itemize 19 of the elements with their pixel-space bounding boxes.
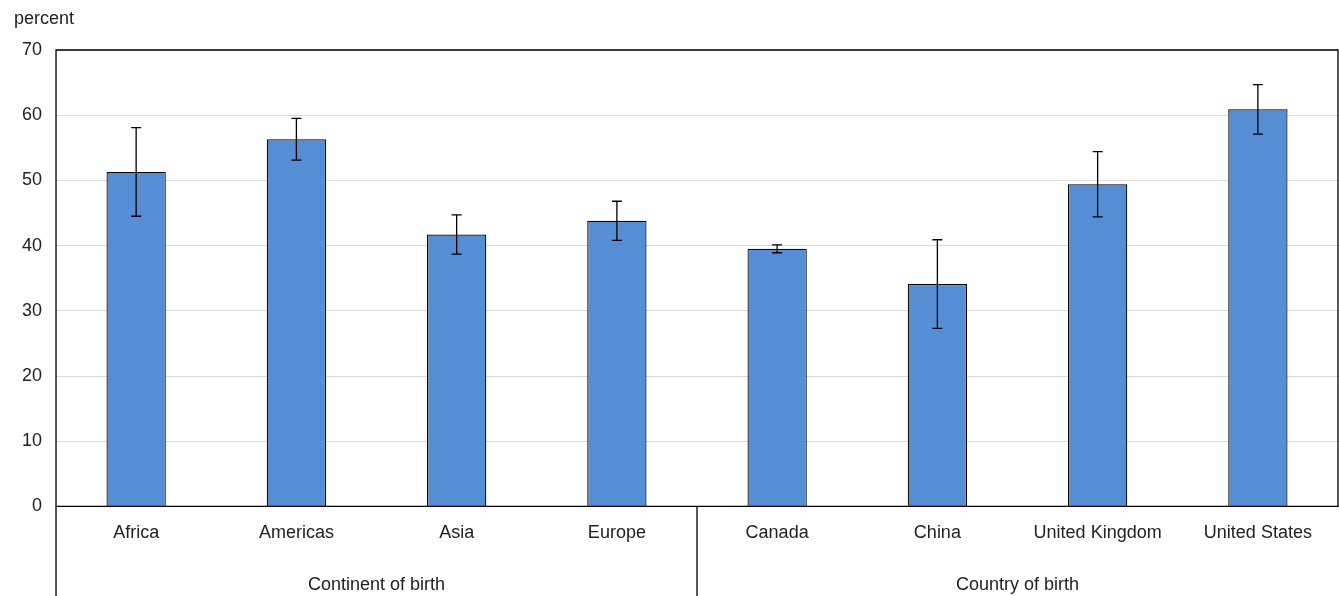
y-tick-label: 10 — [21, 430, 43, 451]
x-tick-label: United States — [1203, 522, 1312, 543]
x-tick-label: United Kingdom — [1033, 522, 1162, 543]
y-tick-label: 60 — [21, 104, 43, 125]
x-tick-label: Africa — [113, 522, 161, 543]
y-tick-label: 30 — [21, 299, 43, 320]
text: Continent of birth — [307, 573, 446, 594]
y-tick-label: 20 — [21, 364, 43, 385]
x-tick-label: Canada — [745, 522, 810, 543]
y-tick-label: 70 — [21, 38, 43, 59]
x-tick-label: Asia — [439, 522, 476, 543]
y-axis-title: percent — [14, 7, 75, 28]
y-tick-label: 0 — [32, 495, 43, 516]
x-tick-label: Americas — [258, 522, 334, 543]
y-tick-label: 50 — [21, 169, 43, 190]
x-tick-label: China — [913, 522, 962, 543]
x-tick-label: Europe — [587, 522, 646, 543]
y-tick-label: 40 — [21, 234, 43, 255]
text: Country of birth — [955, 573, 1080, 594]
